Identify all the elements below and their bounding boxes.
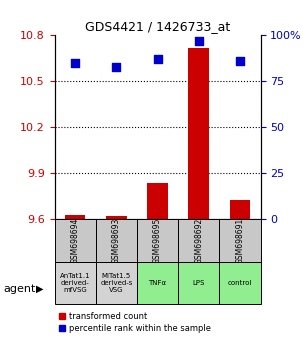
Bar (147, 183, 168, 219)
Bar (137, 219, 178, 262)
Bar (219, 262, 261, 304)
Bar (178, 219, 219, 262)
Bar (178, 262, 219, 304)
Bar (65, 215, 85, 219)
Text: agent: agent (3, 284, 35, 293)
Bar (188, 48, 209, 219)
Text: GSM698693: GSM698693 (112, 217, 121, 264)
Bar (230, 200, 250, 219)
Bar (55, 219, 96, 262)
Text: GSM698692: GSM698692 (194, 218, 203, 264)
Text: AnTat1.1
derived-
mfVSG: AnTat1.1 derived- mfVSG (60, 273, 91, 293)
Bar (137, 262, 178, 304)
Title: GDS4421 / 1426733_at: GDS4421 / 1426733_at (85, 20, 230, 33)
Bar (96, 262, 137, 304)
Text: GSM698695: GSM698695 (153, 217, 162, 264)
Legend: transformed count, percentile rank within the sample: transformed count, percentile rank withi… (59, 312, 211, 333)
Point (155, 57, 160, 62)
Bar (55, 262, 96, 304)
Bar (219, 219, 261, 262)
Bar (96, 219, 137, 262)
Text: GSM698691: GSM698691 (235, 218, 245, 264)
Text: GSM698694: GSM698694 (71, 217, 80, 264)
Point (73, 60, 78, 66)
Text: MITat1.5
derived-s
VSG: MITat1.5 derived-s VSG (100, 273, 132, 293)
Text: TNFα: TNFα (148, 280, 167, 286)
Point (114, 64, 119, 69)
Bar (106, 216, 127, 219)
Text: control: control (228, 280, 252, 286)
Point (238, 58, 242, 64)
Text: ▶: ▶ (36, 284, 44, 293)
Text: LPS: LPS (193, 280, 205, 286)
Point (196, 38, 201, 44)
